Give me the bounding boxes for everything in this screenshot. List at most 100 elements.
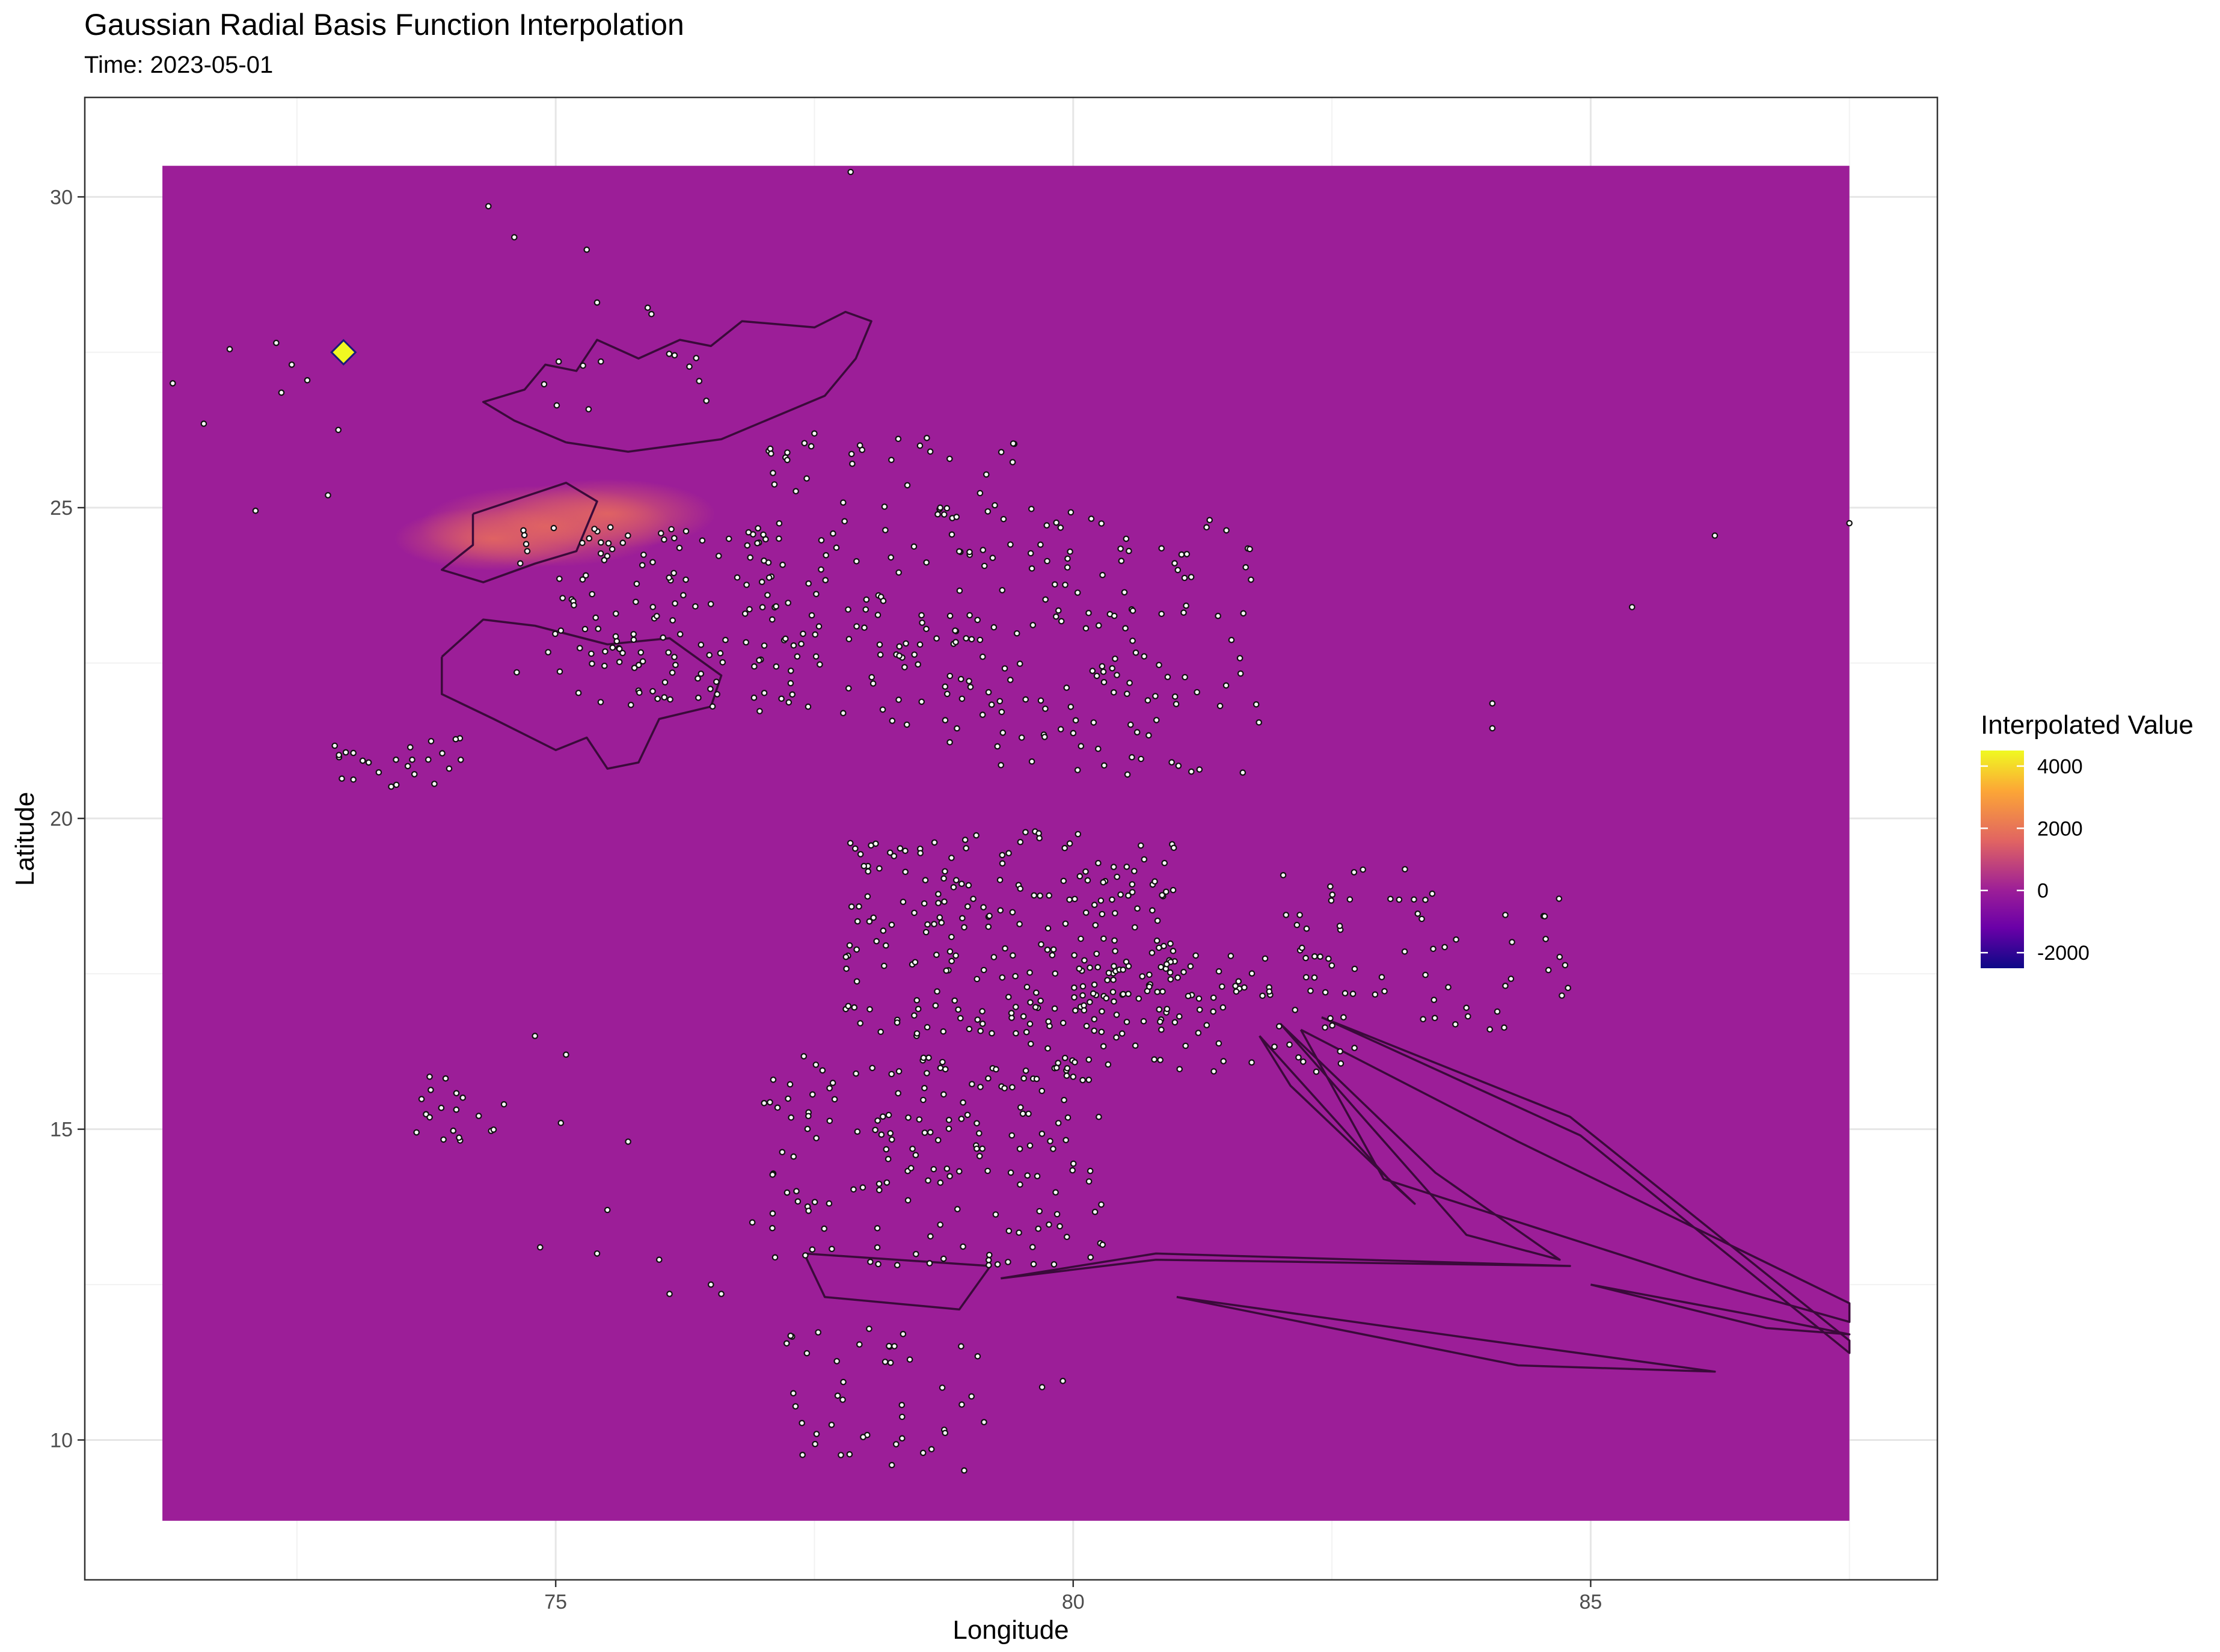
station-point: [709, 703, 716, 710]
station-point: [532, 1033, 538, 1039]
station-point: [672, 662, 679, 668]
station-point: [640, 551, 647, 558]
station-point: [1340, 1014, 1347, 1021]
legend-ticks: 4000 2000 0 -2000: [1981, 755, 2090, 965]
station-point: [932, 1002, 939, 1009]
station-point: [792, 1403, 799, 1410]
station-point: [1059, 1378, 1066, 1384]
station-point: [1441, 944, 1448, 951]
y-axis-title: Latitude: [10, 792, 40, 886]
legend-tick-label: 0: [2037, 880, 2049, 903]
station-point: [911, 1012, 918, 1019]
station-point: [1182, 674, 1188, 681]
station-point: [1061, 1096, 1067, 1104]
station-point: [598, 539, 604, 546]
station-point: [1144, 697, 1151, 704]
station-point: [1317, 953, 1323, 960]
station-point: [580, 362, 586, 369]
station-point: [747, 554, 753, 561]
station-point: [1000, 515, 1007, 523]
station-point: [440, 1136, 447, 1143]
station-point: [755, 525, 761, 532]
station-point: [770, 470, 776, 476]
station-point: [1430, 945, 1437, 953]
station-point: [1042, 596, 1049, 603]
station-point: [1098, 520, 1105, 527]
station-point: [974, 1145, 980, 1152]
station-point: [1026, 1021, 1034, 1027]
station-point: [891, 853, 898, 859]
station-point: [925, 1054, 932, 1061]
station-point: [1052, 1189, 1059, 1196]
station-point: [817, 661, 823, 668]
station-point: [1170, 948, 1177, 954]
station-point: [582, 572, 589, 579]
station-point: [1325, 955, 1332, 962]
station-point: [794, 653, 801, 660]
station-point: [1253, 701, 1260, 708]
station-point: [1067, 704, 1075, 710]
station-point: [1486, 1026, 1493, 1033]
station-point: [1013, 1030, 1019, 1037]
station-point: [1005, 1227, 1013, 1235]
station-point: [630, 636, 637, 643]
station-point: [916, 641, 924, 648]
station-point: [911, 651, 918, 658]
station-point: [1196, 1006, 1203, 1013]
x-axis-title: Longitude: [952, 1615, 1069, 1645]
station-point: [812, 1061, 820, 1068]
station-point: [636, 662, 642, 669]
station-point: [866, 1325, 872, 1332]
station-point: [579, 539, 586, 547]
station-point: [956, 548, 963, 555]
chart-subtitle: Time: 2023-05-01: [84, 52, 274, 78]
station-point: [1129, 889, 1136, 895]
station-point: [459, 1095, 466, 1101]
station-point: [1183, 602, 1189, 609]
station-point: [856, 903, 862, 910]
station-point: [888, 1070, 895, 1078]
station-point: [968, 1393, 975, 1400]
station-point: [597, 550, 604, 557]
station-point: [967, 684, 974, 690]
station-point: [1087, 999, 1093, 1006]
station-point: [833, 1358, 840, 1365]
station-point: [965, 882, 972, 889]
station-point: [885, 1156, 892, 1162]
station-point: [1055, 1120, 1062, 1126]
station-point: [671, 352, 678, 359]
station-point: [1076, 873, 1084, 880]
station-point: [1271, 1043, 1278, 1050]
station-point: [778, 695, 785, 702]
station-point: [718, 1291, 725, 1297]
station-point: [942, 1429, 949, 1437]
station-point: [799, 1420, 805, 1426]
station-point: [863, 596, 870, 603]
station-point: [953, 877, 960, 883]
station-point: [984, 1167, 991, 1175]
station-point: [969, 1081, 975, 1087]
station-point: [865, 868, 871, 875]
station-point: [1009, 909, 1016, 916]
station-point: [1113, 1034, 1120, 1041]
station-point: [1062, 1137, 1069, 1144]
station-point: [588, 650, 595, 657]
station-point: [1420, 1016, 1426, 1022]
station-point: [946, 948, 954, 955]
station-point: [1206, 517, 1213, 524]
station-point: [1248, 576, 1254, 583]
station-point: [1151, 1056, 1158, 1063]
station-point: [1328, 897, 1335, 904]
station-point: [979, 1145, 986, 1152]
station-point: [829, 1245, 835, 1253]
station-point: [649, 559, 656, 566]
station-point: [898, 1402, 906, 1408]
station-point: [1064, 1114, 1072, 1121]
station-point: [1235, 978, 1242, 985]
station-point: [915, 661, 921, 668]
station-point: [609, 644, 616, 651]
station-point: [846, 1451, 853, 1458]
station-point: [613, 610, 619, 617]
station-point: [999, 587, 1006, 594]
station-point: [426, 1073, 433, 1080]
